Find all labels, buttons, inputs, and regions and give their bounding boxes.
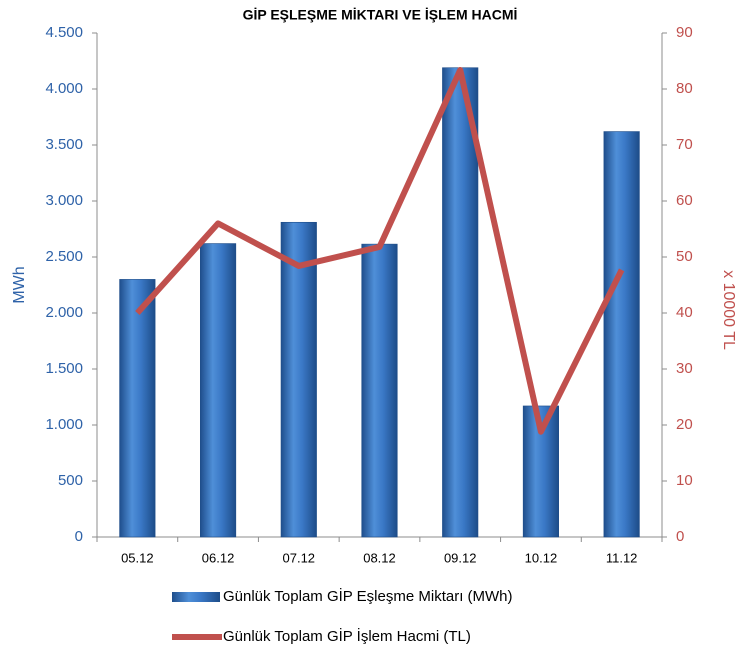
y-tick-label: 500 xyxy=(58,472,83,489)
bar xyxy=(280,221,317,538)
y-tick-label: 4.500 xyxy=(45,24,83,41)
x-tick-label: 08.12 xyxy=(363,550,396,565)
y-axis-label: MWh xyxy=(11,266,28,303)
y-tick-label: 3.000 xyxy=(45,192,83,209)
y2-tick-label: 70 xyxy=(676,136,693,153)
y-tick-label: 0 xyxy=(75,528,83,545)
y2-tick-label: 10 xyxy=(676,472,693,489)
y-tick-label: 2.000 xyxy=(45,304,83,321)
bar xyxy=(442,67,479,538)
chart-title: GİP EŞLEŞME MİKTARI VE İŞLEM HACMİ xyxy=(243,7,518,23)
y2-axis-label: x 10000 TL xyxy=(720,270,736,350)
y2-tick-label: 0 xyxy=(676,528,684,545)
y2-tick-label: 90 xyxy=(676,24,693,41)
bar xyxy=(361,243,398,538)
y2-tick-label: 60 xyxy=(676,192,693,209)
bar xyxy=(119,279,156,538)
y2-tick-label: 50 xyxy=(676,248,693,265)
y-tick-label: 3.500 xyxy=(45,136,83,153)
legend-swatch xyxy=(172,592,220,602)
bar xyxy=(603,131,640,538)
x-tick-label: 11.12 xyxy=(606,550,638,565)
y-tick-label: 4.000 xyxy=(45,80,83,97)
y-tick-label: 2.500 xyxy=(45,248,83,265)
y-tick-label: 1.000 xyxy=(45,416,83,433)
y2-tick-label: 80 xyxy=(676,80,693,97)
x-tick-label: 09.12 xyxy=(444,550,477,565)
y-tick-label: 1.500 xyxy=(45,360,83,377)
legend-label: Günlük Toplam GİP İşlem Hacmi (TL) xyxy=(223,627,471,645)
x-tick-label: 07.12 xyxy=(283,550,316,565)
y2-tick-label: 30 xyxy=(676,360,693,377)
y2-tick-label: 40 xyxy=(676,304,693,321)
x-tick-label: 06.12 xyxy=(202,550,235,565)
y2-tick-label: 20 xyxy=(676,416,693,433)
x-tick-label: 10.12 xyxy=(525,550,558,565)
x-tick-label: 05.12 xyxy=(121,550,154,565)
bar xyxy=(200,243,237,538)
line xyxy=(135,66,625,435)
legend-label: Günlük Toplam GİP Eşleşme Miktarı (MWh) xyxy=(223,587,513,605)
